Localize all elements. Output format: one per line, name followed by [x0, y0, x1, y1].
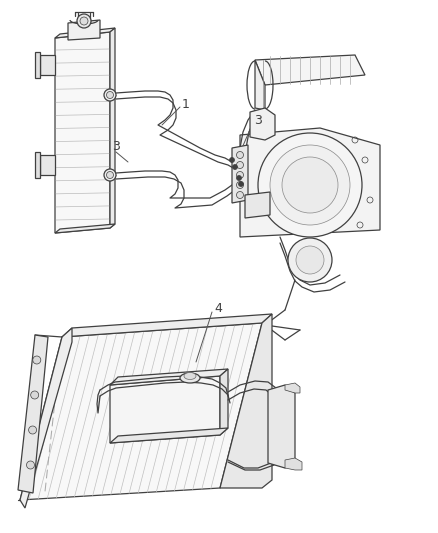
Polygon shape [255, 60, 265, 110]
Polygon shape [55, 32, 110, 233]
Circle shape [239, 182, 244, 187]
Circle shape [31, 391, 39, 399]
Circle shape [270, 145, 350, 225]
Text: 3: 3 [112, 141, 120, 154]
Circle shape [296, 246, 324, 274]
Text: 1: 1 [182, 98, 190, 110]
Polygon shape [40, 55, 55, 75]
Circle shape [106, 92, 113, 99]
Polygon shape [20, 328, 72, 508]
Polygon shape [285, 383, 300, 393]
Polygon shape [20, 323, 262, 500]
Polygon shape [285, 458, 302, 470]
Polygon shape [110, 369, 228, 385]
Ellipse shape [180, 373, 200, 383]
Circle shape [104, 169, 116, 181]
Polygon shape [62, 314, 272, 337]
Polygon shape [245, 192, 270, 218]
Circle shape [258, 133, 362, 237]
Circle shape [237, 182, 244, 189]
Polygon shape [250, 108, 275, 140]
Circle shape [106, 172, 113, 179]
Circle shape [237, 191, 244, 198]
Text: 3: 3 [254, 115, 262, 127]
Circle shape [237, 172, 244, 179]
Polygon shape [110, 28, 115, 228]
Circle shape [80, 17, 88, 25]
Circle shape [33, 356, 41, 364]
Circle shape [104, 89, 116, 101]
Polygon shape [240, 128, 380, 237]
Polygon shape [255, 55, 365, 85]
Circle shape [288, 238, 332, 282]
Polygon shape [220, 369, 228, 435]
Polygon shape [220, 314, 272, 488]
Circle shape [237, 151, 244, 158]
Polygon shape [35, 52, 40, 78]
Polygon shape [18, 335, 48, 493]
Polygon shape [268, 385, 295, 468]
Polygon shape [40, 155, 55, 175]
Polygon shape [232, 145, 248, 203]
Ellipse shape [184, 373, 196, 379]
Circle shape [237, 175, 241, 181]
Polygon shape [110, 428, 228, 443]
Polygon shape [55, 28, 115, 38]
Polygon shape [110, 376, 220, 443]
Circle shape [233, 165, 237, 169]
Polygon shape [68, 20, 100, 40]
Polygon shape [55, 224, 115, 233]
Circle shape [230, 157, 234, 163]
Polygon shape [35, 152, 40, 178]
Circle shape [28, 426, 37, 434]
Circle shape [27, 461, 35, 469]
Circle shape [282, 157, 338, 213]
Text: 4: 4 [214, 302, 222, 314]
Circle shape [77, 14, 91, 28]
Circle shape [237, 161, 244, 168]
